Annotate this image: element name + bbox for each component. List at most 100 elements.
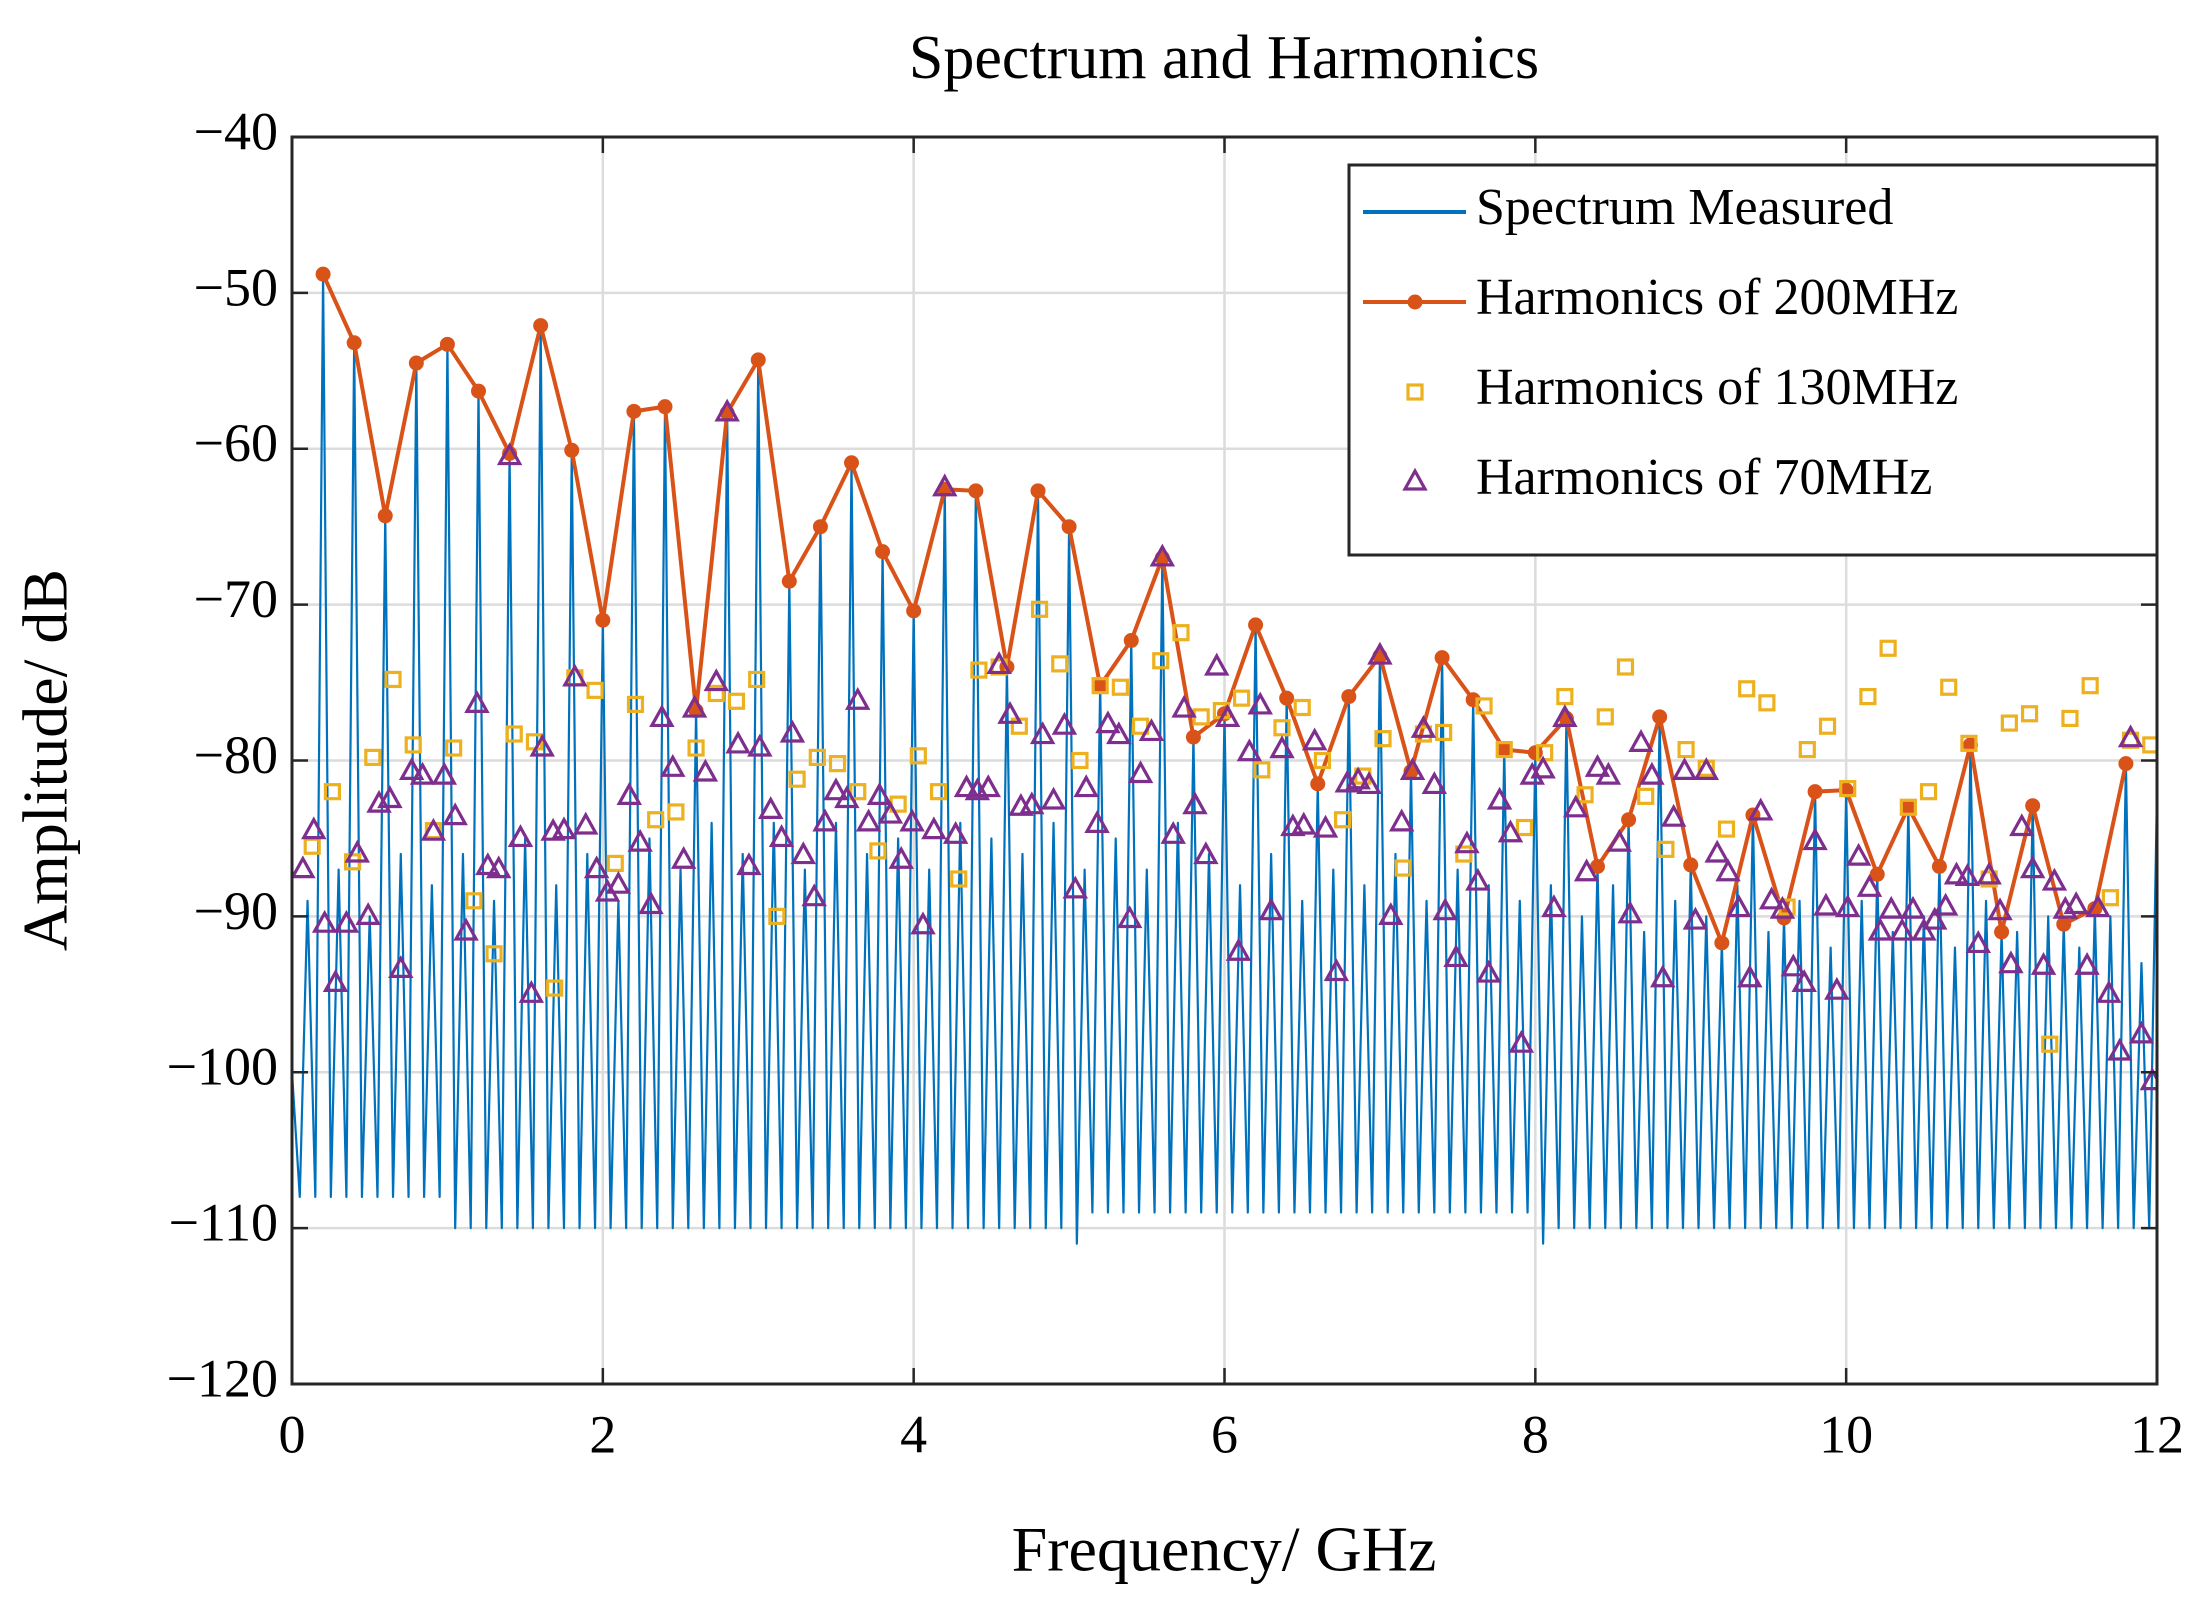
legend-label: Harmonics of 200MHz [1476, 269, 1958, 326]
y-tick-label: −70 [194, 569, 278, 629]
legend-swatch [1407, 294, 1423, 310]
marker [1454, 830, 1480, 854]
x-tick-label: 10 [1819, 1404, 1873, 1464]
marker [1657, 840, 1675, 858]
marker [2019, 855, 2046, 879]
marker [2074, 951, 2100, 975]
marker [1813, 892, 1839, 916]
marker [1976, 861, 2002, 885]
marker [1172, 624, 1190, 642]
marker [1869, 866, 1885, 882]
marker [1040, 786, 1067, 810]
marker [875, 544, 891, 560]
marker [942, 821, 969, 844]
marker [408, 355, 424, 371]
marker [2063, 891, 2089, 915]
marker [910, 911, 936, 935]
marker [747, 733, 773, 757]
marker [1802, 827, 1828, 851]
marker [1323, 958, 1350, 982]
marker [1345, 766, 1371, 790]
marker [1726, 894, 1752, 918]
marker [1932, 892, 1959, 916]
marker [828, 755, 847, 773]
marker [1410, 715, 1437, 738]
marker [1152, 652, 1170, 670]
marker [725, 730, 751, 754]
marker [1758, 886, 1785, 910]
marker [1247, 691, 1273, 715]
marker [1356, 771, 1382, 795]
marker [1965, 930, 1991, 954]
marker [1378, 902, 1404, 925]
marker [1954, 863, 1981, 887]
marker [1573, 858, 1600, 882]
marker [1374, 730, 1392, 748]
marker [1434, 650, 1450, 666]
marker [583, 855, 610, 879]
marker [2041, 1035, 2059, 1053]
marker [2061, 709, 2079, 728]
marker [1987, 897, 2013, 921]
y-axis-label: Amplitude/ dB [10, 569, 81, 951]
marker [2000, 714, 2018, 732]
marker [420, 817, 447, 841]
marker [808, 748, 826, 766]
marker [1508, 1029, 1535, 1053]
marker [1998, 950, 2024, 974]
marker [1660, 803, 1687, 827]
x-tick-label: 6 [1211, 1404, 1238, 1464]
marker [453, 917, 479, 941]
marker [1334, 811, 1352, 829]
marker [301, 816, 327, 840]
marker [1367, 641, 1393, 665]
marker [1519, 761, 1545, 785]
marker [1465, 867, 1491, 891]
marker [970, 661, 988, 679]
marker [1475, 959, 1502, 983]
marker [1650, 964, 1676, 988]
marker [398, 757, 425, 781]
marker [1435, 723, 1453, 742]
marker [1780, 953, 1807, 977]
marker [1455, 845, 1473, 863]
marker [1738, 680, 1756, 698]
marker [1312, 814, 1339, 838]
marker [975, 774, 1001, 798]
marker [2025, 798, 2041, 814]
marker [888, 845, 914, 869]
marker [1030, 600, 1049, 618]
marker [1182, 791, 1208, 815]
marker [1185, 729, 1201, 745]
marker [1293, 698, 1311, 717]
marker [2139, 1067, 2157, 1091]
marker [1091, 677, 1109, 695]
marker [1225, 937, 1252, 961]
marker [2106, 1037, 2133, 1061]
marker [1940, 678, 1958, 696]
marker [533, 318, 549, 334]
marker [1248, 617, 1264, 633]
marker [1138, 718, 1165, 742]
marker [844, 455, 859, 471]
marker [505, 725, 523, 743]
marker [1061, 519, 1077, 535]
marker [779, 719, 806, 743]
marker [1095, 710, 1121, 734]
marker [315, 266, 331, 282]
marker [849, 783, 867, 801]
marker [1029, 721, 1056, 745]
marker [1071, 751, 1089, 770]
marker [1193, 841, 1219, 865]
y-tick-label: −80 [194, 725, 278, 785]
marker [1867, 917, 1894, 941]
marker [968, 483, 984, 499]
marker [606, 854, 624, 872]
marker [442, 802, 468, 826]
marker [475, 852, 501, 876]
marker [355, 902, 381, 925]
marker [997, 701, 1023, 724]
x-tick-label: 0 [279, 1404, 306, 1464]
marker [2009, 813, 2035, 837]
marker [899, 808, 925, 832]
